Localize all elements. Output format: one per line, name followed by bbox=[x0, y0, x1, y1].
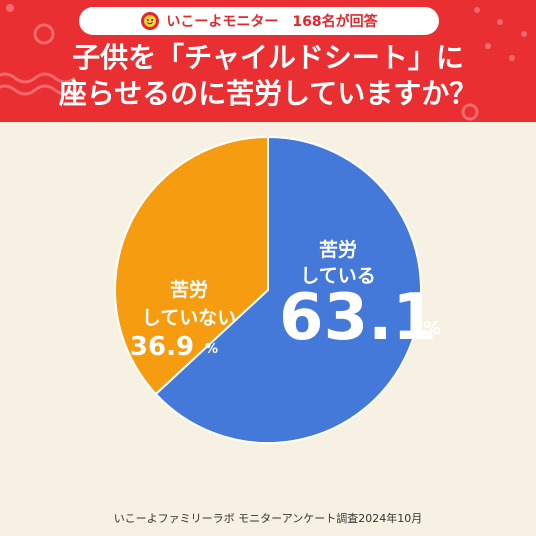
header-banner: いこーよモニター 168名が回答 子供を「チャイルドシート」に 座らせるのに苦労… bbox=[0, 0, 536, 122]
label-line-2: している bbox=[300, 265, 375, 287]
page-title: 子供を「チャイルドシート」に 座らせるのに苦労していますか？ bbox=[0, 40, 536, 112]
title-line-2: 座らせるのに苦労していますか？ bbox=[58, 77, 478, 110]
unit-label: % bbox=[205, 342, 218, 357]
label-line-2: していない bbox=[142, 307, 236, 329]
value-label: 36.9 bbox=[130, 332, 194, 362]
header-decoration bbox=[0, 4, 527, 121]
ikoyo-logo-icon bbox=[141, 12, 160, 30]
badge-text: いこーよモニター 168名が回答 bbox=[166, 14, 378, 30]
value-label: 63.1 bbox=[279, 281, 437, 355]
respondent-badge: いこーよモニター 168名が回答 bbox=[79, 7, 439, 35]
title-line-1: 子供を「チャイルドシート」に bbox=[72, 41, 464, 74]
source-note: いこーよファミリーラボ モニターアンケート調査2024年10月 bbox=[113, 512, 423, 525]
label-line-1: 苦労 bbox=[170, 278, 208, 301]
slice-not-suffering bbox=[114, 135, 269, 396]
unit-label: % bbox=[423, 318, 441, 339]
slice-suffering bbox=[154, 135, 422, 444]
label-line-1: 苦労 bbox=[319, 238, 357, 261]
